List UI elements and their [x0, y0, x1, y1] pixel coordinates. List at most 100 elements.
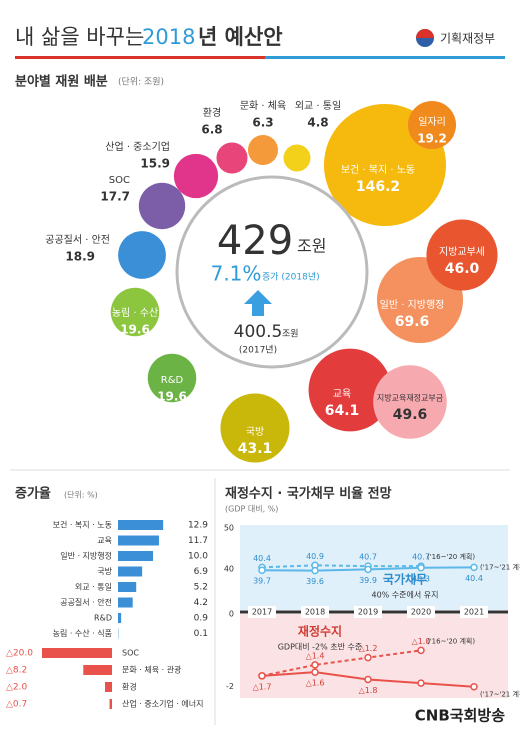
- footer-logo: CNB국회방송: [415, 707, 505, 725]
- line-title: 재정수지 · 국가채무 비율 전망: [225, 486, 392, 502]
- y-tick-label: 0: [229, 610, 234, 619]
- series-point: [470, 682, 478, 691]
- growth-arrow: [244, 290, 272, 316]
- line-unit: (GDP 대비, %): [225, 505, 278, 514]
- bar-category: 공공질서 · 안전: [60, 597, 112, 607]
- bubble-label: 지방교육재정교부금: [377, 393, 443, 403]
- x-tick-box: [248, 606, 276, 618]
- bubble: [373, 365, 447, 439]
- bubble-value: 6.8: [201, 123, 222, 137]
- bubble-label: 국방: [246, 426, 264, 438]
- previous-note: (2017년): [239, 345, 277, 356]
- bubble: [247, 134, 279, 166]
- x-tick-label: 2017: [252, 608, 272, 617]
- bar-category: 보건 · 복지 · 노동: [53, 520, 112, 530]
- header-rule-blue: [265, 56, 505, 59]
- bar-category: R&D: [94, 614, 112, 623]
- bar-category: 국방: [97, 566, 112, 576]
- bubble: [138, 182, 186, 230]
- bar-value: 5.2: [194, 583, 208, 593]
- point-label: △1.6: [306, 679, 325, 688]
- bar: [118, 613, 122, 623]
- bar: [83, 665, 112, 675]
- bubble-label: 산업 · 중소기업: [105, 140, 170, 153]
- center-circle: [175, 175, 369, 369]
- x-tick-label: 2021: [464, 608, 484, 617]
- x-tick-box: [407, 606, 435, 618]
- point-label: 40.4: [465, 574, 483, 583]
- bubble-label: 문화 · 체육: [240, 100, 286, 112]
- series-name: ('16~'20 계획): [427, 552, 475, 561]
- series-point: [311, 668, 319, 676]
- bubble-value: 69.6: [395, 314, 430, 330]
- bubble-label: 농림 · 수산: [112, 307, 158, 319]
- point-label: 39.9: [359, 576, 377, 585]
- point-label: 40.4: [253, 554, 271, 563]
- series-name: ('16~'20 계획): [427, 636, 475, 645]
- bar: [105, 682, 112, 692]
- bubble-label: 일자리: [418, 116, 446, 128]
- series-point: [258, 566, 266, 574]
- bubble: [147, 353, 197, 403]
- bar-category: 문화 · 체육 · 관광: [122, 665, 182, 675]
- bar: [118, 535, 159, 546]
- bubble-label: 보건 · 복지 · 노동: [341, 164, 415, 176]
- bar: [118, 520, 164, 530]
- bar-value: △20.0: [6, 649, 33, 659]
- x-tick-label: 2020: [411, 608, 431, 617]
- bubble-value: 146.2: [356, 179, 400, 195]
- title-start: 내 삶을 바꾸는: [15, 25, 144, 49]
- bar-category: 일반 · 지방행정: [60, 551, 112, 561]
- bubble-group: 보건 · 복지 · 노동 146.2 일자리 19.2 일반 · 지방행정 69.6 지방교…: [45, 100, 498, 463]
- annotation: 재정수지: [298, 624, 342, 639]
- series-point: [364, 675, 372, 684]
- point-label: 39.6: [306, 577, 324, 586]
- title-end: 년 예산안: [198, 25, 283, 49]
- x-tick-box: [354, 606, 382, 618]
- point-label: △1.7: [253, 682, 272, 691]
- header-rule-red: [15, 56, 265, 59]
- ministry-name: 기획재정부: [440, 32, 495, 46]
- point-label: 39.7: [253, 577, 271, 586]
- series-point: [364, 565, 372, 574]
- series-point: [258, 672, 266, 680]
- section-title: 분야별 재원 배분: [15, 74, 108, 90]
- bar: [118, 582, 137, 592]
- title-year: 2018: [142, 25, 195, 49]
- bar-unit: (단위: %): [64, 490, 98, 500]
- bubble-label: R&D: [161, 375, 184, 386]
- bubble-value: 19.2: [417, 132, 447, 146]
- bar: [118, 551, 153, 561]
- bubble: [308, 348, 392, 432]
- bar-category: 농림 · 수산 · 식품: [53, 628, 112, 638]
- annotation: GDP대비 -2% 초반 수준: [278, 643, 363, 652]
- bar-category: 교육: [97, 536, 112, 545]
- x-tick-box: [301, 606, 329, 618]
- bubble-value: 4.8: [307, 116, 328, 130]
- x-tick-label: 2018: [305, 608, 325, 617]
- bar-value: 0.1: [194, 629, 208, 639]
- bar: [42, 648, 112, 658]
- bubble-value: 6.3: [252, 116, 273, 130]
- point-label: 40.9: [306, 552, 324, 561]
- series-point: [470, 563, 478, 572]
- y-tick-label: 40: [224, 565, 234, 574]
- point-label: 40.7: [412, 553, 430, 562]
- bubble-label: 교육: [333, 388, 351, 400]
- bar-value: 6.9: [194, 567, 209, 577]
- bubble-value: 15.9: [140, 157, 170, 171]
- y-tick-label: 50: [224, 524, 234, 533]
- point-label: △1.2: [359, 644, 378, 653]
- bubble-label: 외교 · 통일: [295, 100, 341, 112]
- bubble: [173, 153, 219, 199]
- annotation: 국가채무: [383, 572, 427, 587]
- bubble: [118, 231, 166, 279]
- bar-value: 4.2: [194, 598, 208, 608]
- bar-value: △0.7: [6, 700, 27, 710]
- ministry-logo-top: [416, 29, 434, 38]
- bar-title: 증가율: [15, 486, 51, 502]
- bubble: [216, 142, 248, 174]
- annotation: 40% 수준에서 유지: [371, 591, 438, 600]
- total-unit: 조원: [297, 237, 326, 256]
